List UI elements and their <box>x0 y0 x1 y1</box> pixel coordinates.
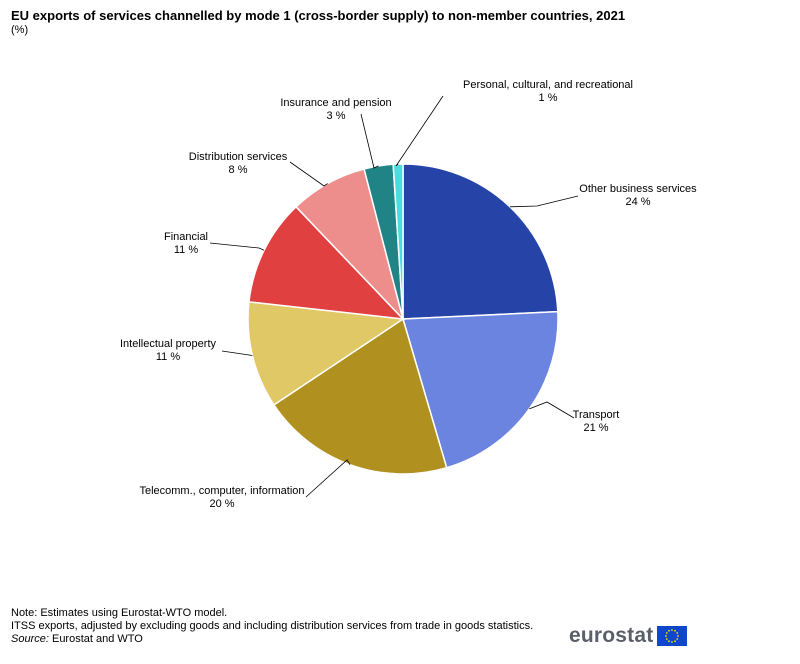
flag-star <box>668 640 671 643</box>
flag-star <box>676 638 679 640</box>
flag-star <box>674 629 677 632</box>
source-value: Eurostat and WTO <box>48 633 143 645</box>
slice-value-5: 11 % <box>174 244 198 256</box>
slice-value-1: 24 % <box>625 196 650 208</box>
flag-star <box>671 629 674 631</box>
chart-subtitle: (%) <box>11 24 29 36</box>
chart-notes: Note: Estimates using Eurostat-WTO model… <box>11 607 533 646</box>
flag-star <box>676 632 679 634</box>
pie-slice-1 <box>402 163 559 320</box>
slice-value-3: 20 % <box>209 498 234 510</box>
slice-value-4: 11 % <box>156 351 180 363</box>
leader-line-4 <box>221 350 253 356</box>
leader-line-5 <box>209 242 265 251</box>
eu-flag-icon <box>657 626 688 646</box>
leader-line-8 <box>395 95 444 167</box>
logo-text: eurostat <box>569 624 654 647</box>
slice-label-7: Insurance and pension <box>280 97 391 109</box>
source-label: Source: <box>11 633 49 645</box>
source-line: Source: Eurostat and WTO <box>11 633 533 646</box>
leader-line-1 <box>509 195 579 208</box>
leader-line-6 <box>289 161 328 187</box>
pie-slice-4 <box>247 300 406 406</box>
slice-label-3: Telecomm., computer, information <box>139 485 304 497</box>
leader-line-2 <box>529 401 575 419</box>
slice-value-7: 3 % <box>327 110 346 122</box>
flag-star <box>666 632 669 634</box>
slice-label-8: Personal, cultural, and recreational <box>463 79 633 91</box>
flag-star <box>677 635 680 637</box>
slice-label-5: Financial <box>164 231 208 243</box>
eurostat-logo: eurostat <box>569 624 688 648</box>
slice-label-4: Intellectual property <box>120 338 216 350</box>
slice-value-8: 1 % <box>539 92 558 104</box>
slice-label-6: Distribution services <box>189 151 288 163</box>
slice-label-2: Transport <box>573 409 620 421</box>
pie-slice-5 <box>248 205 405 320</box>
pie-slice-2 <box>402 310 559 469</box>
leader-line-3 <box>305 459 351 498</box>
flag-star <box>665 635 668 637</box>
leader-line-7 <box>360 113 379 169</box>
note-line-2: ITSS exports, adjusted by excluding good… <box>11 620 534 632</box>
pie-slice-8 <box>392 163 404 320</box>
slice-value-6: 8 % <box>229 164 248 176</box>
flag-star <box>666 638 669 640</box>
flag-star <box>674 640 677 643</box>
slice-label-1: Other business services <box>579 183 697 195</box>
flag-star <box>668 629 671 632</box>
chart-title: EU exports of services channelled by mod… <box>11 8 626 23</box>
note-line-1: Note: Estimates using Eurostat-WTO model… <box>11 607 228 619</box>
flag-star <box>671 641 674 643</box>
slice-value-2: 21 % <box>583 422 608 434</box>
